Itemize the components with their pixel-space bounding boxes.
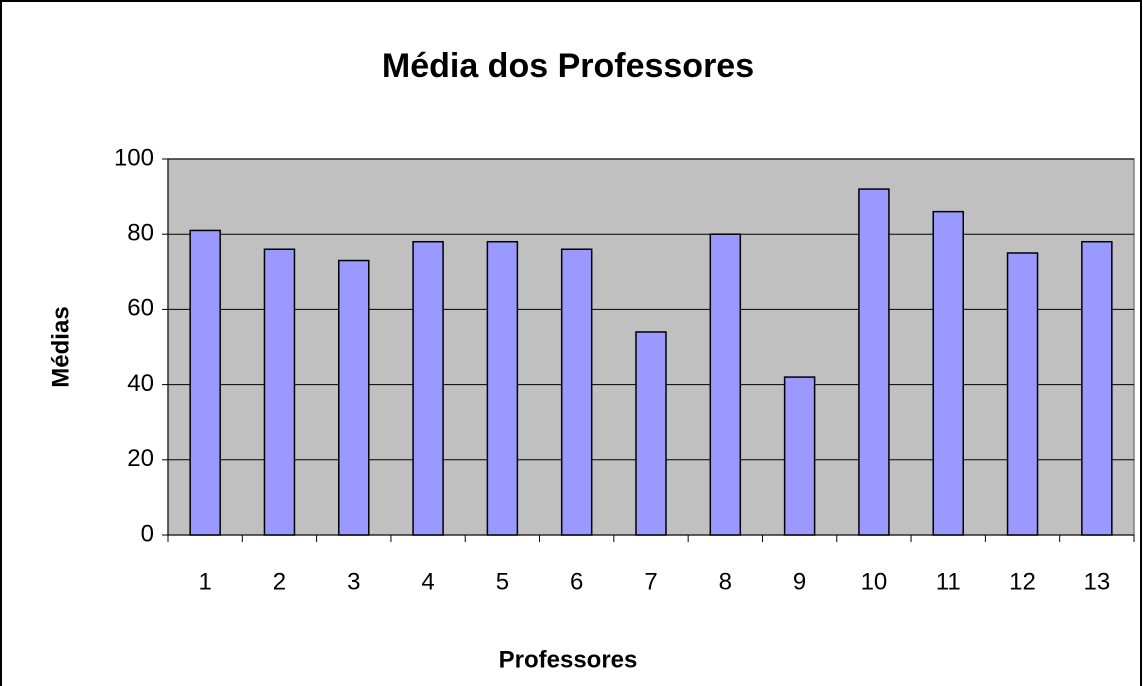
x-tick-label: 6: [570, 568, 583, 595]
bar: [858, 188, 890, 536]
x-tick-label: 5: [496, 568, 509, 595]
bar: [263, 248, 296, 536]
y-tick-label: 20: [127, 445, 154, 472]
x-tick-label: 12: [1009, 568, 1036, 595]
x-tick-label: 10: [861, 568, 888, 595]
x-tick-label: 9: [793, 568, 806, 595]
x-tick-label: 1: [198, 568, 211, 595]
bar: [412, 240, 444, 536]
y-tick-label: 80: [127, 220, 154, 247]
y-tick-label: 0: [141, 520, 154, 547]
bar: [783, 376, 816, 536]
bar: [560, 248, 593, 536]
x-tick-label: 7: [644, 568, 657, 595]
bar: [635, 331, 667, 536]
y-tick-label: 40: [127, 370, 154, 397]
bar: [338, 259, 370, 536]
x-tick-label: 8: [719, 568, 732, 595]
x-tick-label: 11: [936, 568, 961, 595]
bar: [709, 233, 742, 536]
bar: [1006, 252, 1039, 536]
x-tick-label: 4: [421, 568, 434, 595]
y-tick-label: 100: [114, 144, 154, 171]
bar: [189, 229, 221, 536]
bar: [486, 240, 519, 536]
chart-title: Média dos Professores: [382, 47, 754, 85]
x-tick-label: 3: [347, 568, 360, 595]
bar: [1081, 240, 1113, 536]
x-tick-label: 2: [273, 568, 286, 595]
x-axis-label: Professores: [499, 646, 638, 673]
y-tick-label: 60: [127, 295, 154, 322]
bar: [932, 210, 964, 536]
y-axis-label: Médias: [47, 306, 74, 387]
x-tick-label: 13: [1083, 568, 1110, 595]
